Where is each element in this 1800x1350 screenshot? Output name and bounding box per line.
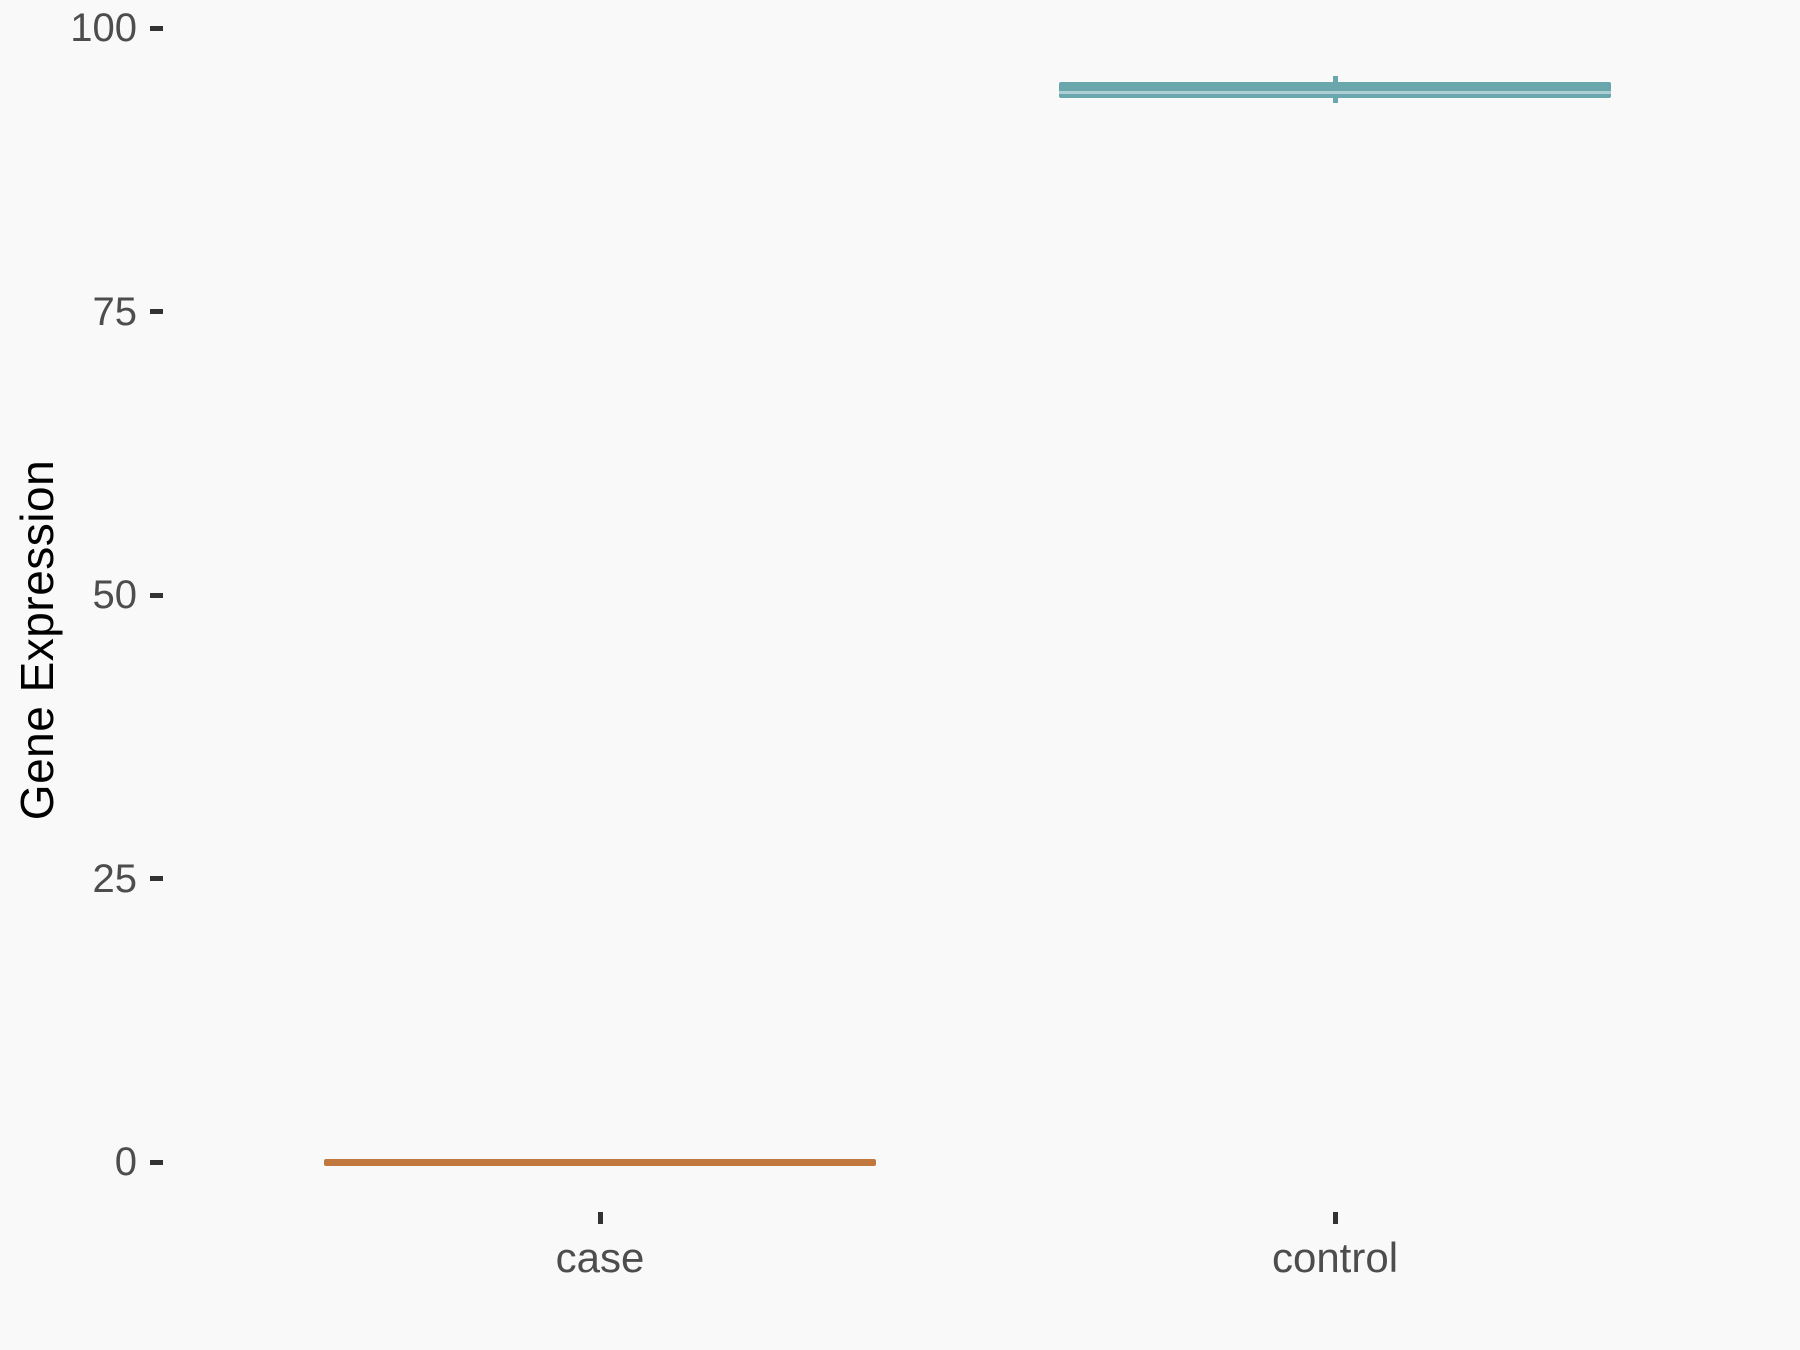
y-tick-label: 50	[92, 573, 138, 617]
y-tick-label: 0	[114, 1140, 137, 1184]
y-tick-label: 100	[70, 6, 137, 50]
x-tick-label: control	[1271, 1234, 1399, 1281]
x-tick-mark	[597, 1212, 603, 1224]
y-tick-mark	[150, 592, 163, 598]
y-tick-mark	[150, 25, 163, 31]
y-tick-mark	[150, 1159, 163, 1165]
box-median	[1059, 91, 1611, 95]
box	[1059, 82, 1611, 99]
x-tick-label: case	[555, 1234, 645, 1281]
y-axis-title: Gene Expression	[11, 459, 63, 821]
y-tick-mark	[150, 876, 163, 881]
y-tick-label: 25	[92, 856, 138, 901]
y-tick-label: 75	[92, 289, 138, 334]
box	[324, 1158, 876, 1166]
y-tick-mark	[150, 309, 163, 314]
x-tick-mark	[1332, 1212, 1338, 1224]
